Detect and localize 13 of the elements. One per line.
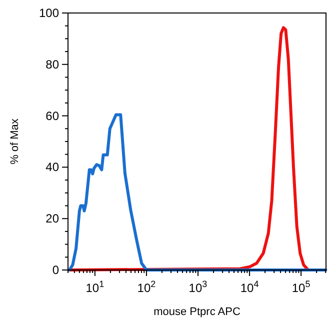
- y-tick-label: 0: [52, 263, 60, 277]
- y-tick-label: 100: [38, 6, 60, 20]
- y-tick-label: 40: [46, 160, 60, 174]
- x-tick-label: 10$^{2}$: [137, 279, 156, 295]
- x-axis-title: mouse Ptprc APC: [154, 306, 240, 318]
- y-tick-label: 20: [46, 212, 60, 226]
- y-tick-label: 80: [46, 57, 60, 72]
- x-tick-label: 10$^{3}$: [188, 279, 208, 295]
- x-tick-label: 10$^{1}$: [86, 279, 104, 295]
- y-axis-title: % of Max: [9, 118, 21, 164]
- y-tick-label: 60: [46, 108, 60, 123]
- x-tick-label: 10$^{5}$: [292, 279, 310, 295]
- x-tick-label: 10$^{4}$: [240, 279, 259, 295]
